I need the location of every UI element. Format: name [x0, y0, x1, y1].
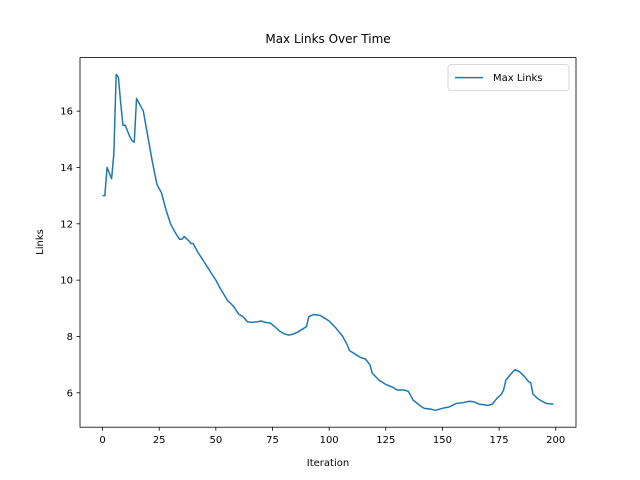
- x-tick-label: 50: [209, 435, 222, 446]
- x-tick-label: 175: [490, 435, 509, 446]
- y-tick-label: 12: [60, 219, 73, 230]
- x-tick-label: 75: [266, 435, 279, 446]
- chart-title: Max Links Over Time: [265, 32, 390, 46]
- y-axis-label: Links: [35, 229, 46, 255]
- line-series: [102, 73, 554, 412]
- x-tick-label: 25: [153, 435, 166, 446]
- x-tick-label: 150: [433, 435, 452, 446]
- x-tick-label: 125: [376, 435, 395, 446]
- plot-frame: [79, 57, 577, 428]
- y-tick-label: 10: [60, 276, 73, 287]
- x-tick-label: 200: [546, 435, 565, 446]
- x-tick-label: 0: [99, 435, 105, 446]
- y-tick-label: 14: [60, 163, 73, 174]
- x-tick-label: 100: [320, 435, 339, 446]
- y-tick-label: 16: [60, 107, 73, 118]
- y-tick-label: 6: [67, 388, 73, 399]
- y-tick-label: 8: [67, 332, 73, 343]
- legend-box: [447, 64, 570, 91]
- x-axis-label: Iteration: [307, 458, 349, 469]
- legend-label: Max Links: [493, 73, 543, 84]
